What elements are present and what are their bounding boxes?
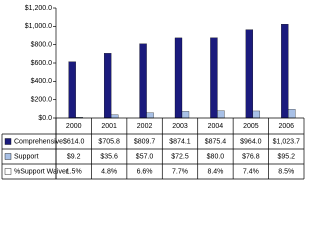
y-tick-label: $1,000.0 [25,23,52,30]
x-tick-label: 2004 [208,123,224,130]
bar [146,112,154,119]
bar [103,53,112,119]
bar [288,109,296,119]
y-tick-label: $600.0 [31,60,53,67]
table-cell: $35.6 [100,153,118,160]
y-tick-label: $0.0 [38,115,52,122]
bar [139,43,147,119]
table-cell: 7.7% [172,168,188,175]
table-cell: 6.6% [137,168,153,175]
bar [181,111,190,119]
table-cell: $705.8 [98,138,120,145]
table-cell: $9.2 [67,153,81,160]
table-cell: $874.1 [169,138,191,145]
y-tick-label: $400.0 [31,78,53,85]
table-cell: 8.5% [278,168,294,175]
table-cell: $875.4 [205,138,227,145]
y-tick-label: $800.0 [31,42,53,49]
y-tick-label: $200.0 [31,97,53,104]
table-cell: $1,023.7 [273,138,300,145]
table-cell: 8.4% [207,168,223,175]
x-tick-label: 2001 [101,123,117,130]
table-cell: $57.0 [136,153,154,160]
table-cell: $95.2 [278,153,296,160]
table-cell: $964.0 [240,138,262,145]
table-cell: 7.4% [243,168,259,175]
table-cell: 1.5% [66,168,82,175]
legend-label: Comprehensive [14,138,63,145]
legend-swatch [4,153,12,160]
bar [245,29,254,119]
table-cell: $80.0 [207,153,225,160]
table-cell: 4.8% [101,168,117,175]
x-tick-label: 2005 [243,123,259,130]
bar [252,110,261,119]
table-cell: $76.8 [242,153,260,160]
legend-swatch [4,138,12,145]
x-tick-label: 2006 [278,123,294,130]
bar [174,37,183,119]
x-tick-label: 2000 [66,123,82,130]
legend-label: Support [14,153,39,160]
table-cell: $72.5 [171,153,189,160]
chart: $0.0 $200.0 $400.0 $600.0 $800.0 $1,000.0 $1,2… [1,5,305,180]
bar [281,24,289,119]
bar [217,110,225,119]
bar [68,61,76,119]
table-cell: $809.7 [134,138,156,145]
bar [210,37,218,119]
x-tick-label: 2003 [172,123,188,130]
bar [110,114,119,119]
row-label: %Support Waiver [14,168,69,175]
y-tick-label: $1,200.0 [25,5,52,12]
legend-swatch [4,168,12,175]
x-tick-label: 2002 [137,123,153,130]
table-cell: $614.0 [63,138,85,145]
